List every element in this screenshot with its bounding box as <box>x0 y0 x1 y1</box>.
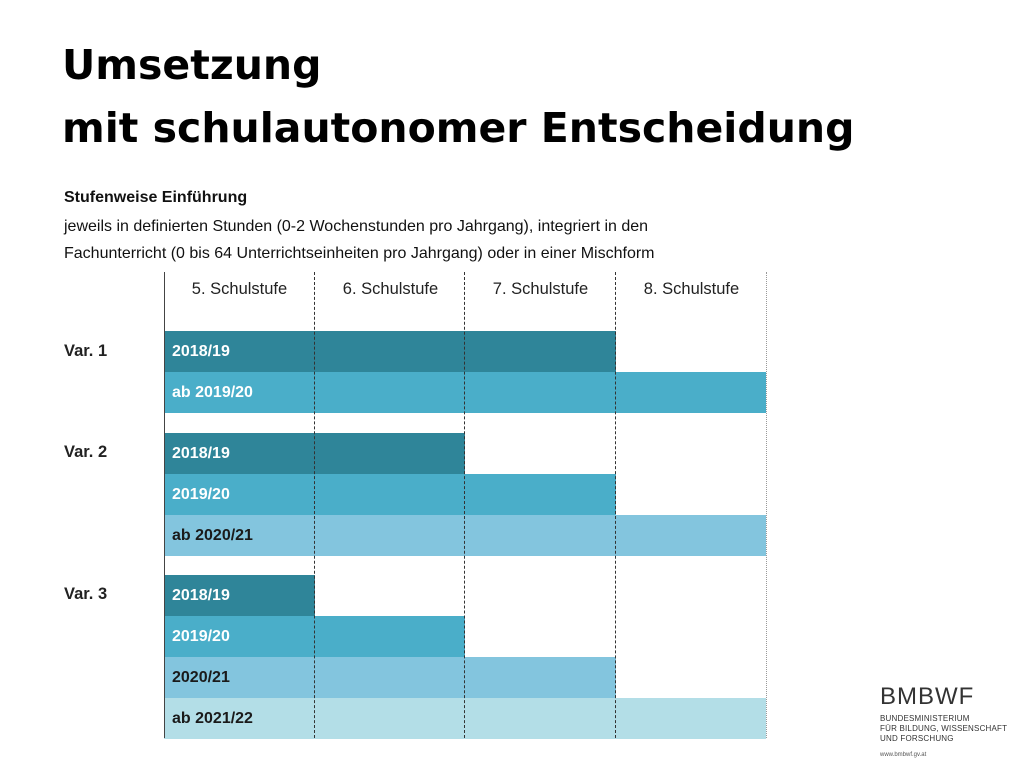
column-header-8: 8. Schulstufe <box>643 280 740 298</box>
variant-label-3: Var. 3 <box>64 585 108 603</box>
schedule-bar-segment <box>315 657 465 698</box>
grid-line <box>766 272 767 738</box>
grid-line <box>615 272 616 738</box>
schedule-bar-segment <box>315 698 465 739</box>
column-header-6: 6. Schulstufe <box>342 280 439 298</box>
schedule-bar-segment <box>315 474 465 515</box>
variant-label-2: Var. 2 <box>64 443 108 461</box>
bmbwf-logo: BMBWF BUNDESMINISTERIUM FÜR BILDUNG, WIS… <box>880 683 1008 759</box>
schedule-bar-segment <box>616 372 766 413</box>
schedule-row-label: 2019/20 <box>172 628 230 645</box>
column-header-5: 5. Schulstufe <box>191 280 288 298</box>
schedule-bar-segment <box>164 698 315 739</box>
variant-label-1: Var. 1 <box>64 342 108 360</box>
logo-url: www.bmbwf.gv.at <box>880 752 927 758</box>
schedule-bar-segment <box>315 515 465 556</box>
logo-subtitle-2: FÜR BILDUNG, WISSENSCHAFT <box>880 724 1008 733</box>
schedule-row-label: 2020/21 <box>172 669 230 686</box>
schedule-row-label: ab 2019/20 <box>172 384 253 401</box>
schedule-row-label: 2018/19 <box>172 343 230 360</box>
schedule-bar-segment <box>164 515 315 556</box>
schedule-bar-segment <box>164 616 315 657</box>
schedule-row-label: 2018/19 <box>172 445 230 462</box>
logo-subtitle-3: UND FORSCHUNG <box>880 734 954 743</box>
intro-line-2: Fachunterricht (0 bis 64 Unterrichtseinh… <box>64 245 655 262</box>
schedule-bar-segment <box>164 372 315 413</box>
schedule-bar-segment <box>164 331 315 372</box>
schedule-bar-segment <box>465 474 616 515</box>
schedule-bar-segment <box>465 515 616 556</box>
schedule-bar-segment <box>315 433 465 474</box>
schedule-row-label: ab 2020/21 <box>172 527 253 544</box>
schedule-bar-segment <box>315 372 465 413</box>
grid-line <box>464 272 465 738</box>
schedule-row-label: 2019/20 <box>172 486 230 503</box>
schedule-bar-segment <box>164 433 315 474</box>
schedule-row-label: ab 2021/22 <box>172 710 253 727</box>
schedule-bar-segment <box>465 331 616 372</box>
title-line-1: Umsetzung <box>62 41 322 89</box>
schedule-bar-segment <box>315 331 465 372</box>
logo-wordmark: BMBWF <box>880 683 975 710</box>
grid-line <box>164 272 165 738</box>
schedule-bar-segment <box>465 698 616 739</box>
title-line-2: mit schulautonomer Entscheidung <box>62 104 855 152</box>
intro-heading: Stufenweise Einführung <box>64 189 248 206</box>
column-header-7: 7. Schulstufe <box>492 280 589 298</box>
intro-line-1: jeweils in definierten Stunden (0-2 Woch… <box>64 218 649 235</box>
schedule-bar-segment <box>164 575 315 616</box>
schedule-bar-segment <box>616 515 766 556</box>
schedule-bar-segment <box>616 698 766 739</box>
logo-subtitle-1: BUNDESMINISTERIUM <box>880 714 970 723</box>
schedule-bar-segment <box>465 657 616 698</box>
slide-title: Umsetzung mit schulautonomer Entscheidun… <box>62 34 854 160</box>
grid-line <box>314 272 315 738</box>
schedule-bar-segment <box>315 616 465 657</box>
schedule-bar-segment <box>465 372 616 413</box>
schedule-row-label: 2018/19 <box>172 587 230 604</box>
schedule-bar-segment <box>164 474 315 515</box>
schedule-bar-segment <box>164 657 315 698</box>
